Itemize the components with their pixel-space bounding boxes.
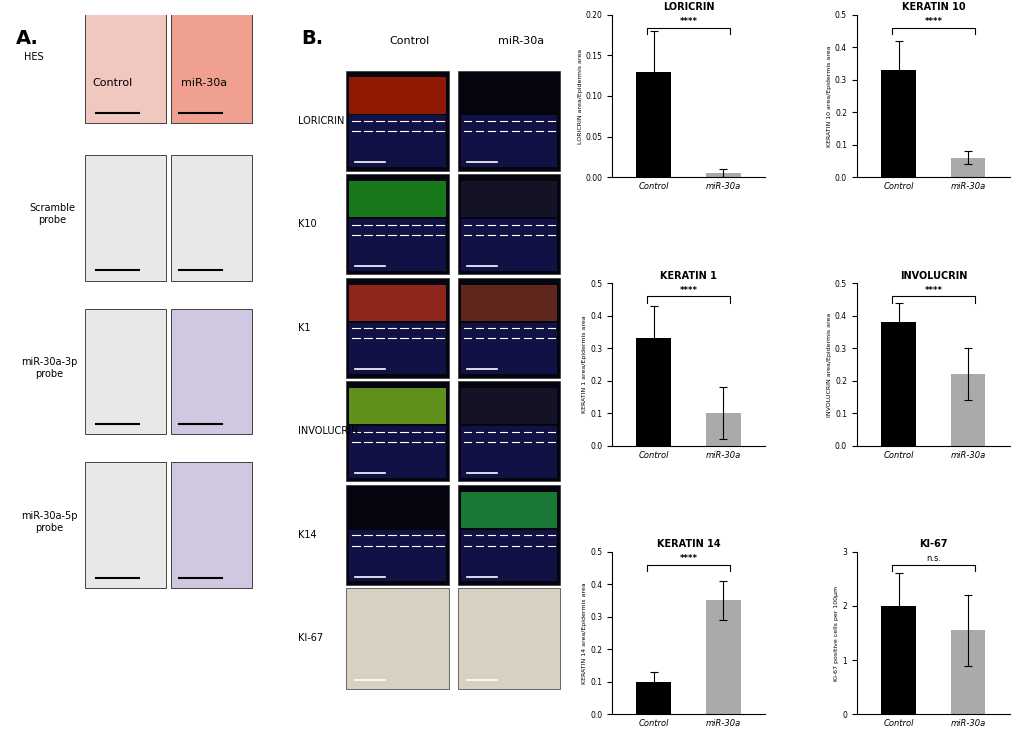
FancyBboxPatch shape <box>345 381 448 481</box>
FancyBboxPatch shape <box>461 388 556 424</box>
Bar <box>705 413 740 446</box>
Text: ****: **** <box>679 17 697 26</box>
FancyBboxPatch shape <box>171 155 252 281</box>
Text: ****: **** <box>923 286 942 295</box>
Text: K10: K10 <box>298 219 316 229</box>
Text: KI-67: KI-67 <box>298 634 323 644</box>
FancyBboxPatch shape <box>171 308 252 434</box>
FancyBboxPatch shape <box>348 530 445 582</box>
FancyBboxPatch shape <box>345 174 448 274</box>
FancyBboxPatch shape <box>348 115 445 167</box>
Y-axis label: Ki-67 positive cells per 100μm: Ki-67 positive cells per 100μm <box>834 585 839 681</box>
Text: miR-30a: miR-30a <box>497 36 543 46</box>
Y-axis label: INVOLUCRIN area/Epidermis area: INVOLUCRIN area/Epidermis area <box>826 312 832 417</box>
FancyBboxPatch shape <box>461 492 556 528</box>
Bar <box>880 606 915 714</box>
FancyBboxPatch shape <box>461 77 556 114</box>
FancyBboxPatch shape <box>461 284 556 321</box>
FancyBboxPatch shape <box>461 115 556 167</box>
Bar <box>636 71 671 177</box>
Bar <box>636 338 671 446</box>
FancyBboxPatch shape <box>345 485 448 585</box>
FancyBboxPatch shape <box>348 219 445 270</box>
Bar <box>636 682 671 714</box>
FancyBboxPatch shape <box>171 462 252 588</box>
Y-axis label: KERATIN 1 area/Epidermis area: KERATIN 1 area/Epidermis area <box>582 316 587 413</box>
FancyBboxPatch shape <box>458 71 559 171</box>
FancyBboxPatch shape <box>348 492 445 528</box>
FancyBboxPatch shape <box>461 219 556 270</box>
Title: KI-67: KI-67 <box>918 539 947 550</box>
FancyBboxPatch shape <box>461 426 556 478</box>
Bar <box>950 157 984 177</box>
FancyBboxPatch shape <box>348 77 445 114</box>
Title: LORICRIN: LORICRIN <box>662 2 713 12</box>
Text: LORICRIN: LORICRIN <box>298 116 344 125</box>
Text: Control: Control <box>389 36 429 46</box>
Title: INVOLUCRIN: INVOLUCRIN <box>899 271 966 281</box>
Bar <box>705 174 740 177</box>
Bar <box>880 70 915 177</box>
Text: ****: **** <box>923 17 942 26</box>
FancyBboxPatch shape <box>348 181 445 217</box>
FancyBboxPatch shape <box>461 181 556 217</box>
Text: n.s.: n.s. <box>925 554 940 563</box>
FancyBboxPatch shape <box>458 174 559 274</box>
Text: miR-30a: miR-30a <box>180 77 226 87</box>
Bar <box>705 601 740 714</box>
Text: A.: A. <box>15 28 39 47</box>
Bar <box>950 374 984 446</box>
Text: B.: B. <box>301 28 323 47</box>
FancyBboxPatch shape <box>345 71 448 171</box>
FancyBboxPatch shape <box>458 278 559 378</box>
Text: miR-30a-3p
probe: miR-30a-3p probe <box>21 357 77 379</box>
FancyBboxPatch shape <box>461 322 556 374</box>
Text: Control: Control <box>92 77 132 87</box>
FancyBboxPatch shape <box>171 0 252 123</box>
Bar <box>880 322 915 446</box>
Title: KERATIN 14: KERATIN 14 <box>656 539 719 550</box>
FancyBboxPatch shape <box>86 0 166 123</box>
Y-axis label: KERATIN 10 area/Epidermis area: KERATIN 10 area/Epidermis area <box>826 45 832 147</box>
Text: INVOLUCRIN: INVOLUCRIN <box>298 426 358 437</box>
FancyBboxPatch shape <box>86 155 166 281</box>
FancyBboxPatch shape <box>86 308 166 434</box>
Text: K1: K1 <box>298 323 310 332</box>
Y-axis label: KERATIN 14 area/Epidermis area: KERATIN 14 area/Epidermis area <box>582 582 587 684</box>
Text: Scramble
probe: Scramble probe <box>29 203 75 225</box>
Text: C.: C. <box>615 28 637 47</box>
FancyBboxPatch shape <box>345 278 448 378</box>
FancyBboxPatch shape <box>461 530 556 582</box>
FancyBboxPatch shape <box>86 462 166 588</box>
FancyBboxPatch shape <box>348 426 445 478</box>
FancyBboxPatch shape <box>348 322 445 374</box>
Title: KERATIN 1: KERATIN 1 <box>659 271 716 281</box>
Text: miR-30a-5p
probe: miR-30a-5p probe <box>21 511 77 533</box>
Y-axis label: LORICRIN area/Epidermis area: LORICRIN area/Epidermis area <box>577 48 582 144</box>
Bar <box>950 631 984 714</box>
FancyBboxPatch shape <box>458 485 559 585</box>
Text: ****: **** <box>679 554 697 563</box>
FancyBboxPatch shape <box>458 588 559 688</box>
FancyBboxPatch shape <box>348 388 445 424</box>
Title: KERATIN 10: KERATIN 10 <box>901 2 964 12</box>
FancyBboxPatch shape <box>458 381 559 481</box>
FancyBboxPatch shape <box>345 588 448 688</box>
Text: ****: **** <box>679 286 697 295</box>
Text: HES: HES <box>23 52 43 61</box>
FancyBboxPatch shape <box>348 284 445 321</box>
Text: K14: K14 <box>298 530 316 540</box>
